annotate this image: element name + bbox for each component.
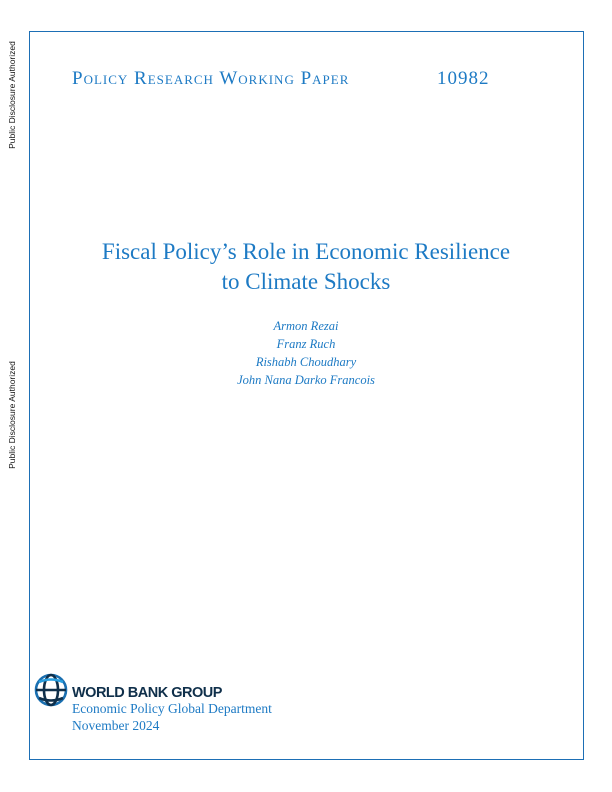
author: Franz Ruch (276, 337, 336, 351)
world-bank-logo: WORLD BANK GROUP (33, 672, 222, 708)
logo-text: WORLD BANK GROUP (72, 685, 222, 701)
disclosure-label: Public Disclosure Authorized (7, 41, 17, 149)
title-line: to Climate Shocks (221, 269, 391, 294)
author: John Nana Darko Francois (237, 373, 375, 387)
paper-number: 10982 (437, 68, 490, 89)
publication-date: November 2024 (72, 718, 160, 733)
series-title: Policy Research Working Paper (72, 68, 350, 89)
author: Armon Rezai (273, 319, 339, 333)
footer-info: Economic Policy Global Department Novemb… (72, 700, 272, 734)
author: Rishabh Choudhary (255, 355, 357, 369)
department: Economic Policy Global Department (72, 701, 272, 716)
author-list: Armon Rezai Franz Ruch Rishabh Choudhary… (0, 317, 612, 389)
globe-icon (34, 673, 68, 707)
cover-frame (29, 31, 584, 760)
paper-title: Fiscal Policy’s Role in Economic Resilie… (0, 237, 612, 297)
title-line: Fiscal Policy’s Role in Economic Resilie… (101, 239, 511, 264)
